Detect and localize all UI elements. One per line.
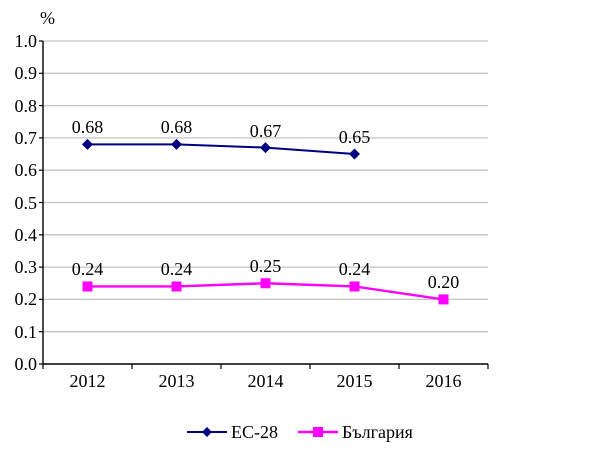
series-marker-diamond <box>82 138 93 150</box>
legend-marker-sample <box>187 427 228 437</box>
legend-label: България <box>342 422 413 442</box>
x-tick-label: 2015 <box>336 371 373 391</box>
y-tick-label: 0.2 <box>14 289 38 310</box>
y-tick-label: 0.0 <box>14 354 38 374</box>
data-label: 0.24 <box>160 259 193 280</box>
y-tick-label: 1.0 <box>14 31 38 51</box>
legend-item: България <box>298 421 413 443</box>
y-tick-label: 0.4 <box>14 224 38 245</box>
x-tick-label: 2014 <box>247 371 284 391</box>
series-marker-diamond <box>171 138 182 150</box>
x-tick-label: 2012 <box>69 371 106 391</box>
legend-marker-sample <box>298 427 339 437</box>
y-tick-label: 0.9 <box>14 63 38 84</box>
diamond-icon <box>202 427 213 437</box>
y-tick-label: 0.3 <box>14 257 38 278</box>
data-label: 0.67 <box>249 120 282 141</box>
y-tick-label: 0.6 <box>14 160 38 181</box>
data-label: 0.24 <box>338 259 371 280</box>
series-marker-square <box>349 281 360 292</box>
plot-area <box>39 40 489 369</box>
series-marker-square <box>82 281 93 292</box>
data-label: 0.65 <box>338 127 371 148</box>
legend: ЕС-28 България <box>0 421 600 443</box>
series-marker-square <box>171 281 182 292</box>
y-axis-title: % <box>40 8 55 28</box>
data-label: 0.24 <box>71 259 104 280</box>
square-icon <box>313 427 324 437</box>
y-tick-label: 0.8 <box>14 95 38 116</box>
legend-label: ЕС-28 <box>231 422 279 442</box>
series-marker-diamond <box>260 142 271 154</box>
data-label: 0.68 <box>160 117 193 138</box>
series-marker-square <box>438 294 449 305</box>
x-tick-label: 2016 <box>425 371 462 391</box>
x-tick-label: 2013 <box>158 371 195 391</box>
data-label: 0.25 <box>249 256 282 277</box>
y-tick-label: 0.5 <box>14 192 38 213</box>
series-marker-diamond <box>349 148 360 160</box>
data-label: 0.20 <box>427 272 460 293</box>
data-label: 0.68 <box>71 117 104 138</box>
y-tick-label: 0.7 <box>14 127 38 148</box>
y-tick-label: 0.1 <box>14 321 38 342</box>
legend-item: ЕС-28 <box>187 421 278 443</box>
series-marker-square <box>260 278 271 289</box>
series-line <box>87 143 355 156</box>
